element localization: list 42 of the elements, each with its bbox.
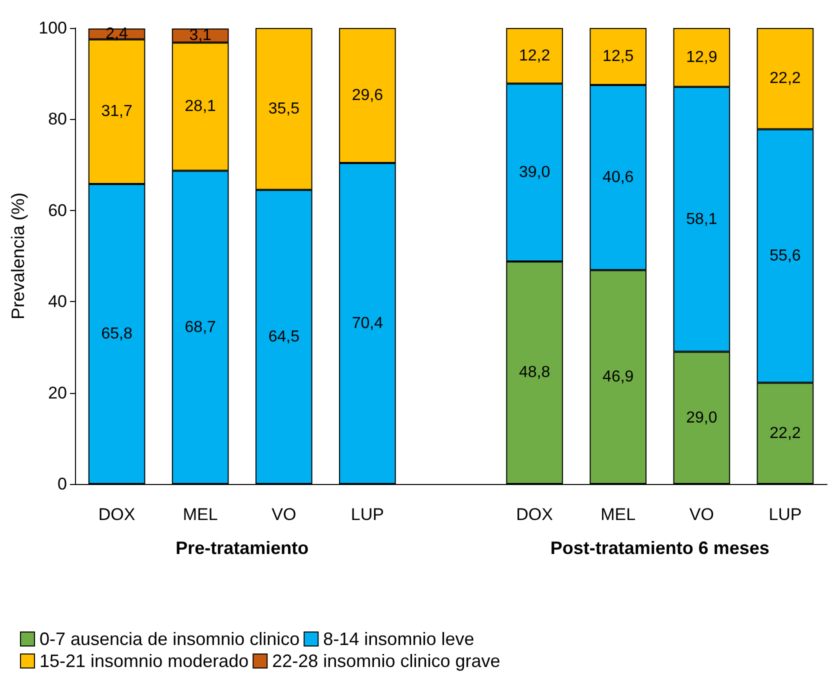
data-label: 48,8 xyxy=(518,364,550,382)
legend-label: 22-28 insomnio clinico grave xyxy=(272,651,500,671)
x-tick-label: VO xyxy=(272,505,296,524)
data-label: 35,5 xyxy=(268,100,300,118)
y-tick-label: 60 xyxy=(48,200,67,220)
y-tick-label: 80 xyxy=(48,110,67,129)
data-label: 68,7 xyxy=(184,318,216,336)
data-label: 46,9 xyxy=(602,368,634,386)
x-tick-label: MEL xyxy=(600,505,636,524)
data-label: 22,2 xyxy=(770,70,801,88)
text: Pre-tratamiento xyxy=(176,538,309,558)
x-tick-label: DOX xyxy=(516,505,553,524)
data-label: 28,1 xyxy=(184,98,216,116)
data-label: 22,2 xyxy=(770,424,801,442)
data-label: 55,6 xyxy=(770,248,801,264)
text: Post-tratamiento 6 meses xyxy=(550,538,770,558)
y-tick-label: 100 xyxy=(38,18,67,38)
data-label: 12,5 xyxy=(602,48,634,65)
data-label: 29,6 xyxy=(352,86,384,104)
x-tick-label: DOX xyxy=(98,505,136,524)
data-label: 29,0 xyxy=(686,409,718,426)
x-tick-label: LUP xyxy=(350,505,384,524)
data-label: 39,0 xyxy=(518,164,550,182)
data-label: 64,5 xyxy=(268,328,300,346)
data-label: 58,1 xyxy=(686,210,718,228)
y-tick-label: 40 xyxy=(48,292,67,312)
y-tick-label: 0 xyxy=(58,474,67,494)
data-label: 40,6 xyxy=(602,169,634,186)
x-tick-label: VO xyxy=(689,505,714,524)
legend-label: 15-21 insomnio moderado xyxy=(40,651,249,671)
legend-label: 8-14 insomnio leve xyxy=(323,629,474,649)
legend-label: 0-7 ausencia de insomnio clinico xyxy=(40,629,300,649)
x-tick-label: MEL xyxy=(182,505,218,524)
x-tick-label: LUP xyxy=(768,505,802,524)
data-label: 70,4 xyxy=(352,314,384,332)
data-label: 31,7 xyxy=(101,103,132,120)
data-label: 12,2 xyxy=(518,47,550,64)
y-tick-label: 20 xyxy=(48,383,67,402)
data-label: 65,8 xyxy=(101,325,132,342)
y-axis-title: Prevalencia (%) xyxy=(8,192,28,320)
data-label: 3,1 xyxy=(189,27,212,44)
data-label: 12,9 xyxy=(686,48,718,66)
